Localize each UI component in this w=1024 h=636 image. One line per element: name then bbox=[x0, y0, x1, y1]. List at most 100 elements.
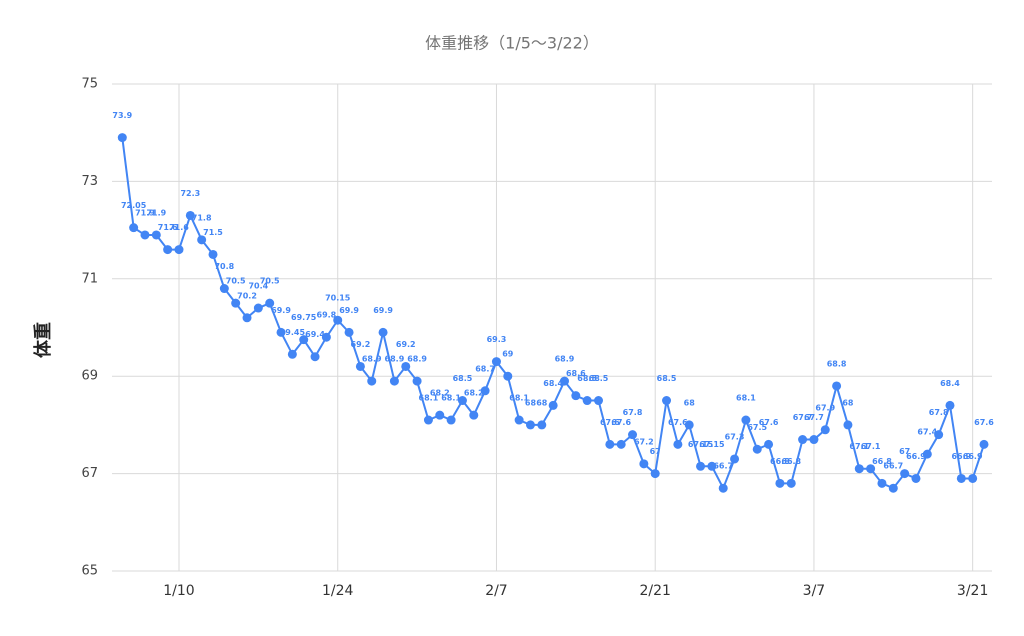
data-label: 66.9 bbox=[906, 452, 926, 461]
data-label: 66.8 bbox=[781, 457, 801, 466]
data-point bbox=[968, 473, 978, 483]
data-label: 70.2 bbox=[237, 291, 257, 300]
y-axis-label: 体重 bbox=[32, 322, 54, 358]
data-point bbox=[514, 415, 524, 425]
data-label: 68.1 bbox=[736, 394, 756, 403]
data-label: 67.15 bbox=[688, 440, 714, 449]
data-point bbox=[764, 439, 774, 449]
data-point bbox=[457, 396, 467, 406]
data-point bbox=[809, 435, 819, 445]
data-point bbox=[820, 425, 830, 435]
x-tick-label: 3/21 bbox=[957, 583, 988, 599]
data-label: 71.8 bbox=[192, 213, 212, 222]
data-label: 68.1 bbox=[419, 394, 439, 403]
data-label: 67 bbox=[650, 447, 661, 456]
x-tick-label: 1/24 bbox=[322, 583, 354, 599]
data-label: 68.5 bbox=[657, 374, 677, 383]
y-tick-label: 65 bbox=[81, 564, 98, 579]
data-label: 68.9 bbox=[407, 355, 427, 364]
data-label: 67.6 bbox=[668, 418, 688, 427]
data-label: 69.4 bbox=[305, 330, 325, 339]
data-point bbox=[333, 315, 343, 325]
data-label: 70.15 bbox=[325, 294, 351, 303]
data-point bbox=[140, 230, 150, 240]
data-label: 68.2 bbox=[464, 389, 484, 398]
data-label: 67.4 bbox=[917, 428, 937, 437]
data-label: 68.9 bbox=[362, 355, 382, 364]
data-label: 67 bbox=[899, 447, 910, 456]
data-point bbox=[730, 454, 740, 464]
data-point bbox=[355, 361, 365, 371]
data-point bbox=[537, 420, 547, 430]
data-point bbox=[832, 381, 842, 391]
data-point bbox=[310, 352, 320, 362]
data-point bbox=[707, 461, 717, 471]
data-point bbox=[503, 371, 513, 381]
data-point bbox=[401, 361, 411, 371]
data-label: 72.3 bbox=[180, 189, 200, 198]
data-label: 69.2 bbox=[351, 340, 371, 349]
data-label: 68.1 bbox=[441, 394, 461, 403]
data-label: 71.6 bbox=[169, 223, 189, 232]
data-point bbox=[956, 473, 966, 483]
data-label: 70.5 bbox=[226, 277, 246, 286]
data-label: 71.6 bbox=[158, 223, 178, 232]
data-point bbox=[185, 210, 195, 220]
data-point bbox=[231, 298, 241, 308]
data-point bbox=[344, 327, 354, 337]
data-label: 68 bbox=[536, 398, 548, 407]
data-point bbox=[877, 478, 887, 488]
data-label: 67.6 bbox=[974, 418, 994, 427]
data-label: 70.4 bbox=[248, 282, 268, 291]
data-label: 69.45 bbox=[280, 328, 306, 337]
data-point bbox=[786, 478, 796, 488]
data-label: 66.8 bbox=[770, 457, 790, 466]
data-point bbox=[163, 245, 173, 255]
data-point bbox=[571, 391, 581, 401]
data-label: 68.5 bbox=[589, 374, 609, 383]
data-label: 67.1 bbox=[849, 442, 869, 451]
x-tick-label: 3/7 bbox=[803, 583, 826, 599]
data-point bbox=[594, 396, 604, 406]
x-tick-label: 2/21 bbox=[639, 583, 670, 599]
data-label: 67.7 bbox=[804, 413, 824, 422]
data-point bbox=[389, 376, 399, 386]
data-point bbox=[922, 449, 932, 459]
data-point bbox=[208, 249, 218, 259]
data-point bbox=[174, 245, 184, 255]
data-point bbox=[866, 464, 876, 474]
data-label: 67.2 bbox=[634, 437, 654, 446]
data-label: 66.8 bbox=[872, 457, 892, 466]
data-point bbox=[242, 313, 252, 323]
data-point bbox=[253, 303, 263, 313]
data-line bbox=[121, 137, 985, 491]
data-point bbox=[945, 400, 955, 410]
data-label: 68 bbox=[684, 398, 696, 407]
y-tick-label: 75 bbox=[81, 77, 98, 92]
data-point bbox=[639, 459, 649, 469]
data-point bbox=[696, 461, 706, 471]
data-point bbox=[423, 415, 433, 425]
data-label: 69.9 bbox=[271, 306, 291, 315]
data-point bbox=[662, 396, 672, 406]
data-label: 67.15 bbox=[699, 440, 725, 449]
data-point bbox=[616, 439, 626, 449]
data-label: 68.1 bbox=[509, 394, 529, 403]
data-point bbox=[299, 335, 309, 345]
data-label: 67.5 bbox=[747, 423, 767, 432]
data-point bbox=[412, 376, 422, 386]
data-point bbox=[197, 235, 207, 245]
data-label: 67.6 bbox=[611, 418, 631, 427]
data-label: 68 bbox=[842, 398, 854, 407]
data-label: 68.8 bbox=[827, 359, 847, 368]
data-label: 69.2 bbox=[396, 340, 416, 349]
data-label: 68.6 bbox=[566, 369, 586, 378]
data-point bbox=[491, 357, 501, 367]
data-point bbox=[605, 439, 615, 449]
data-point bbox=[117, 133, 127, 143]
data-label: 67.9 bbox=[815, 403, 835, 412]
data-point bbox=[287, 349, 297, 359]
data-point bbox=[888, 483, 898, 493]
data-point bbox=[741, 415, 751, 425]
data-label: 71.9 bbox=[146, 208, 166, 217]
